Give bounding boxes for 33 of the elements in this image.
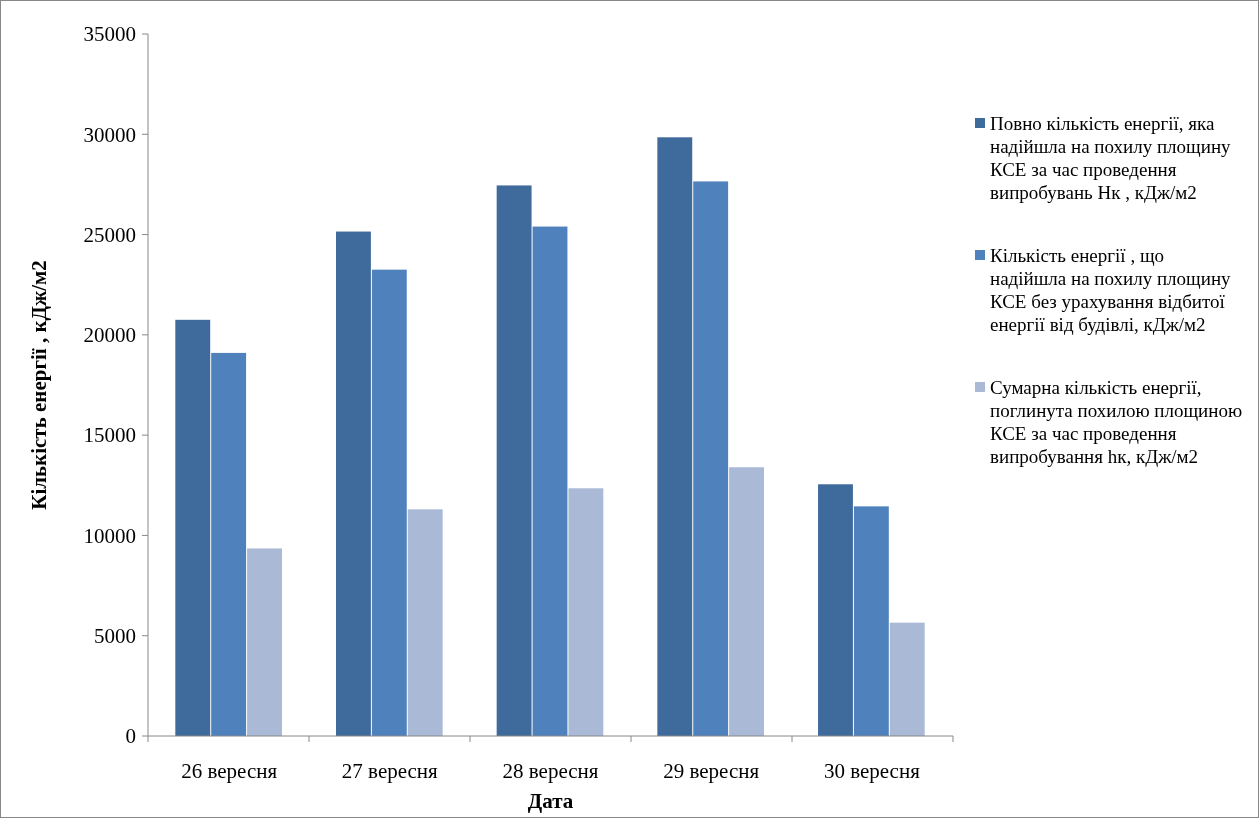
- legend-label: Сумарна кількість енергії, поглинута похилою площиною КСЕ за час проведення випробування hк, кДж/м2: [990, 377, 1243, 467]
- y-tick-label: 0: [125, 724, 136, 749]
- bar: [496, 185, 532, 736]
- y-tick-label: 15000: [83, 423, 136, 448]
- bar: [818, 484, 853, 736]
- bar: [657, 137, 693, 736]
- bar: [568, 488, 604, 736]
- bar: [175, 319, 211, 736]
- y-tick-label: 20000: [83, 323, 136, 348]
- y-axis-title: Кількість енергії , кДж/м2: [27, 260, 51, 510]
- x-tick-label: 26 вересня: [181, 759, 278, 783]
- legend-label: Повно кількість енергії, яка надійшла на похилу площину КСЕ за час проведення випробувань Нк , кДж/м2: [990, 113, 1232, 203]
- bar: [889, 622, 925, 736]
- y-tick-label: 10000: [83, 523, 136, 548]
- bar: [693, 181, 729, 736]
- bar: [729, 467, 765, 736]
- y-tick-label: 30000: [83, 122, 136, 147]
- bar: [335, 231, 371, 736]
- x-tick-label: 30 вересня: [823, 759, 921, 783]
- bar: [247, 548, 282, 736]
- bar: [211, 352, 247, 736]
- bar: [371, 269, 407, 736]
- x-tick-label: 28 вересня: [502, 759, 599, 783]
- bar: [532, 226, 568, 736]
- y-tick-label: 25000: [83, 222, 136, 247]
- y-tick-label: 35000: [83, 22, 136, 47]
- y-tick-label: 5000: [94, 624, 136, 649]
- x-axis-title: Дата: [527, 789, 574, 813]
- x-tick-label: 29 вересня: [663, 759, 760, 783]
- legend-label: Кількість енергії , що надійшла на похилу площину КСЕ без урахування відбитої енергії від будівлі, кДж/м2: [990, 245, 1232, 335]
- x-tick-label: 27 вересня: [341, 759, 439, 783]
- bar: [407, 509, 443, 736]
- bar: [853, 506, 889, 736]
